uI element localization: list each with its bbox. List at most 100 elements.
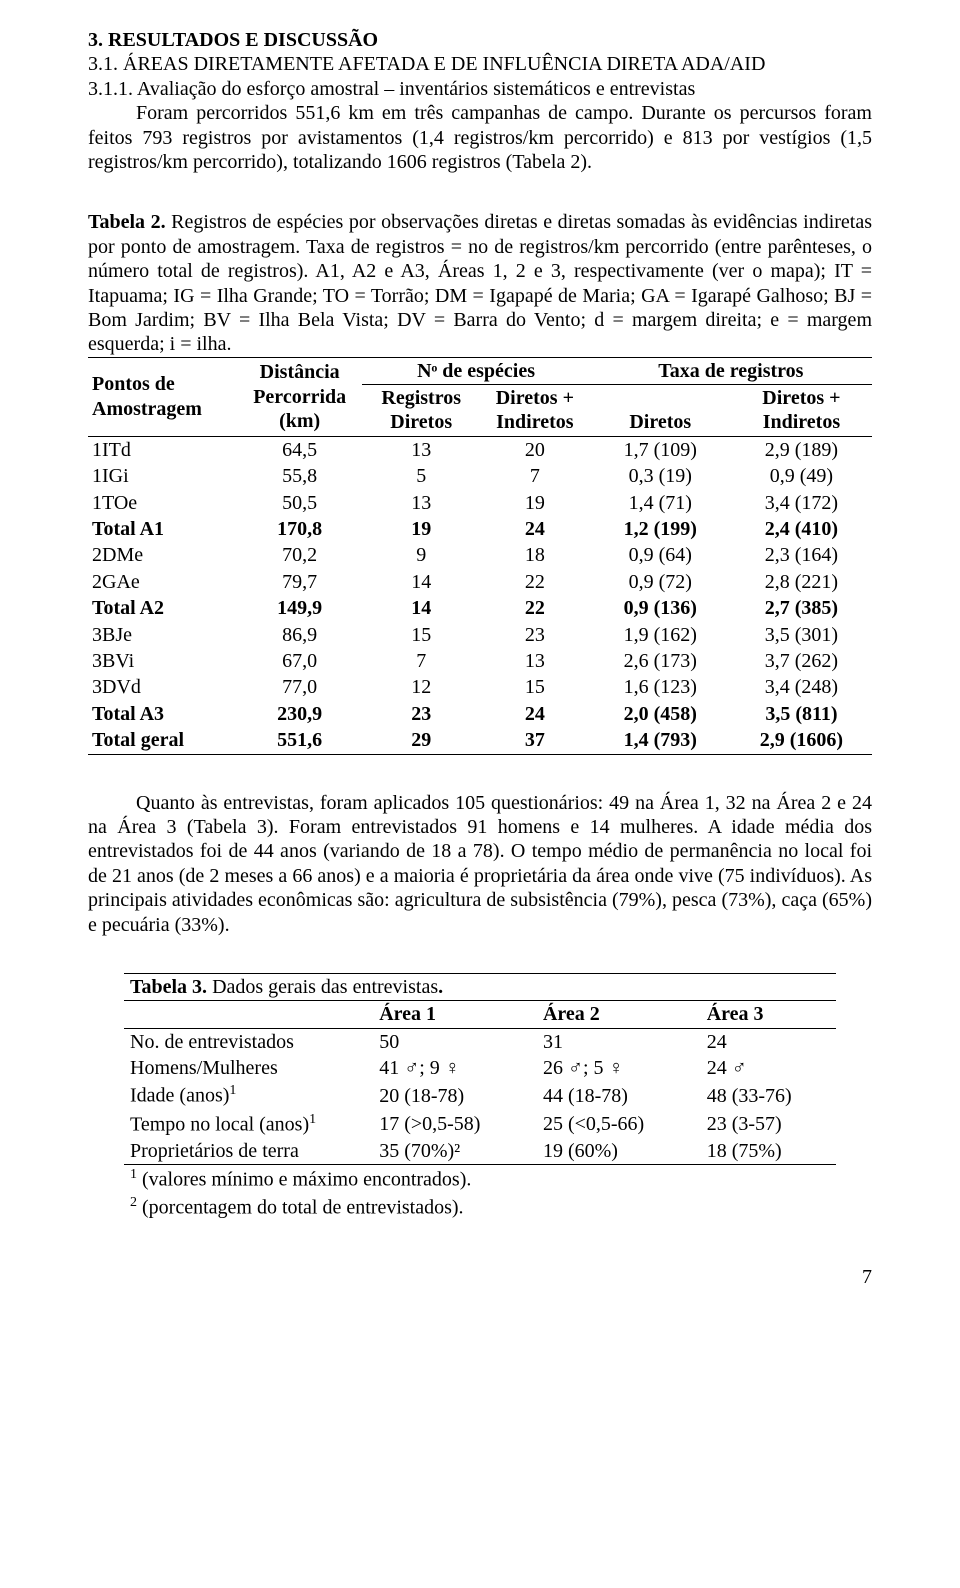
cell-a2: 19 (60%) xyxy=(537,1138,701,1165)
cell-ponto: 1TOe xyxy=(88,490,237,516)
th-dir-ind-2: Diretos + Indiretos xyxy=(731,385,872,437)
cell-regdir: 14 xyxy=(362,569,480,595)
cell-dirind: 19 xyxy=(480,490,590,516)
cell-tx-dir: 1,6 (123) xyxy=(590,674,731,700)
cell-dist: 64,5 xyxy=(237,436,362,463)
cell-regdir: 9 xyxy=(362,542,480,568)
cell-a3: 23 (3-57) xyxy=(701,1110,836,1138)
table-row: Total geral551,629371,4 (793)2,9 (1606) xyxy=(88,727,872,754)
table-row: 3DVd77,012151,6 (123)3,4 (248) xyxy=(88,674,872,700)
cell-dirind: 7 xyxy=(480,463,590,489)
cell-a1: 20 (18-78) xyxy=(373,1081,537,1109)
cell-dirind: 37 xyxy=(480,727,590,754)
table-row: 1ITd64,513201,7 (109)2,9 (189) xyxy=(88,436,872,463)
cell-tx-dirind: 3,5 (301) xyxy=(731,622,872,648)
table-row: 1TOe50,513191,4 (71)3,4 (172) xyxy=(88,490,872,516)
cell-a1: 17 (>0,5-58) xyxy=(373,1110,537,1138)
cell-a3: 48 (33-76) xyxy=(701,1081,836,1109)
t3-h-blank xyxy=(124,1001,373,1028)
table2-caption: Tabela 2. Registros de espécies por obse… xyxy=(88,210,872,356)
cell-label: Homens/Mulheres xyxy=(124,1055,373,1081)
cell-regdir: 14 xyxy=(362,595,480,621)
cell-dist: 67,0 xyxy=(237,648,362,674)
t3-footnote-1: 1 (valores mínimo e máximo encontrados). xyxy=(124,1164,836,1193)
th-nespecies: Nᵒ de espécies xyxy=(362,357,589,384)
cell-tx-dirind: 2,8 (221) xyxy=(731,569,872,595)
cell-a1: 35 (70%)² xyxy=(373,1138,537,1165)
cell-a2: 44 (18-78) xyxy=(537,1081,701,1109)
cell-a1: 41 ♂; 9 ♀ xyxy=(373,1055,537,1081)
subsection-heading: 3.1. ÁREAS DIRETAMENTE AFETADA E DE INFL… xyxy=(88,52,872,76)
cell-regdir: 13 xyxy=(362,490,480,516)
table-row: 2DMe70,29180,9 (64)2,3 (164) xyxy=(88,542,872,568)
cell-regdir: 29 xyxy=(362,727,480,754)
cell-a3: 24 xyxy=(701,1028,836,1055)
cell-regdir: 7 xyxy=(362,648,480,674)
cell-tx-dir: 1,7 (109) xyxy=(590,436,731,463)
cell-dirind: 15 xyxy=(480,674,590,700)
table2-caption-label: Tabela 2. xyxy=(88,211,166,233)
cell-dist: 79,7 xyxy=(237,569,362,595)
cell-tx-dir: 0,9 (136) xyxy=(590,595,731,621)
cell-ponto: Total A2 xyxy=(88,595,237,621)
table3-caption-text: Dados gerais das entrevistas xyxy=(207,976,438,998)
cell-tx-dir: 1,4 (793) xyxy=(590,727,731,754)
table-row: Idade (anos)120 (18-78)44 (18-78)48 (33-… xyxy=(124,1081,836,1109)
cell-tx-dir: 1,9 (162) xyxy=(590,622,731,648)
table-row: 3BJe86,915231,9 (162)3,5 (301) xyxy=(88,622,872,648)
cell-dirind: 23 xyxy=(480,622,590,648)
cell-ponto: 2GAe xyxy=(88,569,237,595)
subsubsection-heading: 3.1.1. Avaliação do esforço amostral – i… xyxy=(88,77,872,101)
table-entrevistas: Tabela 3. Dados gerais das entrevistas. … xyxy=(124,973,836,1221)
cell-ponto: 1ITd xyxy=(88,436,237,463)
cell-a2: 26 ♂; 5 ♀ xyxy=(537,1055,701,1081)
cell-tx-dirind: 2,4 (410) xyxy=(731,516,872,542)
th-diretos: Diretos xyxy=(590,385,731,437)
cell-tx-dirind: 2,3 (164) xyxy=(731,542,872,568)
cell-a2: 31 xyxy=(537,1028,701,1055)
t3-h-a1: Área 1 xyxy=(373,1001,537,1028)
table3-caption-dot: . xyxy=(438,976,443,998)
cell-label: Tempo no local (anos)1 xyxy=(124,1110,373,1138)
cell-tx-dirind: 3,4 (248) xyxy=(731,674,872,700)
cell-dist: 77,0 xyxy=(237,674,362,700)
th-reg-diretos: Registros Diretos xyxy=(362,385,480,437)
cell-dist: 50,5 xyxy=(237,490,362,516)
cell-regdir: 15 xyxy=(362,622,480,648)
cell-a2: 25 (<0,5-66) xyxy=(537,1110,701,1138)
cell-a3: 18 (75%) xyxy=(701,1138,836,1165)
t3-h-a2: Área 2 xyxy=(537,1001,701,1028)
heading-1: 3. RESULTADOS E DISCUSSÃO xyxy=(88,29,378,51)
cell-ponto: 2DMe xyxy=(88,542,237,568)
cell-dirind: 20 xyxy=(480,436,590,463)
table-row: Proprietários de terra35 (70%)²19 (60%)1… xyxy=(124,1138,836,1165)
t3-h-a3: Área 3 xyxy=(701,1001,836,1028)
paragraph-method: Foram percorridos 551,6 km em três campa… xyxy=(88,101,872,174)
cell-tx-dirind: 2,7 (385) xyxy=(731,595,872,621)
table3-caption-label: Tabela 3. xyxy=(130,976,207,998)
section-heading: 3. RESULTADOS E DISCUSSÃO xyxy=(88,28,872,52)
cell-tx-dirind: 3,7 (262) xyxy=(731,648,872,674)
table-row: 3BVi67,07132,6 (173)3,7 (262) xyxy=(88,648,872,674)
th-dir-ind: Diretos + Indiretos xyxy=(480,385,590,437)
cell-label: No. de entrevistados xyxy=(124,1028,373,1055)
cell-a1: 50 xyxy=(373,1028,537,1055)
th-pontos: Pontos de Amostragem xyxy=(88,357,237,436)
cell-dist: 86,9 xyxy=(237,622,362,648)
cell-dirind: 22 xyxy=(480,595,590,621)
table-row: Tempo no local (anos)117 (>0,5-58)25 (<0… xyxy=(124,1110,836,1138)
cell-regdir: 12 xyxy=(362,674,480,700)
cell-ponto: Total A1 xyxy=(88,516,237,542)
table2-caption-text: Registros de espécies por observações di… xyxy=(88,211,872,355)
cell-tx-dirind: 2,9 (189) xyxy=(731,436,872,463)
cell-ponto: 1IGi xyxy=(88,463,237,489)
cell-dist: 230,9 xyxy=(237,701,362,727)
table-row: Total A1170,819241,2 (199)2,4 (410) xyxy=(88,516,872,542)
cell-a3: 24 ♂ xyxy=(701,1055,836,1081)
th-taxa: Taxa de registros xyxy=(590,357,872,384)
cell-dist: 170,8 xyxy=(237,516,362,542)
cell-label: Idade (anos)1 xyxy=(124,1081,373,1109)
cell-tx-dirind: 2,9 (1606) xyxy=(731,727,872,754)
cell-label: Proprietários de terra xyxy=(124,1138,373,1165)
table3-caption: Tabela 3. Dados gerais das entrevistas. xyxy=(124,973,836,1000)
